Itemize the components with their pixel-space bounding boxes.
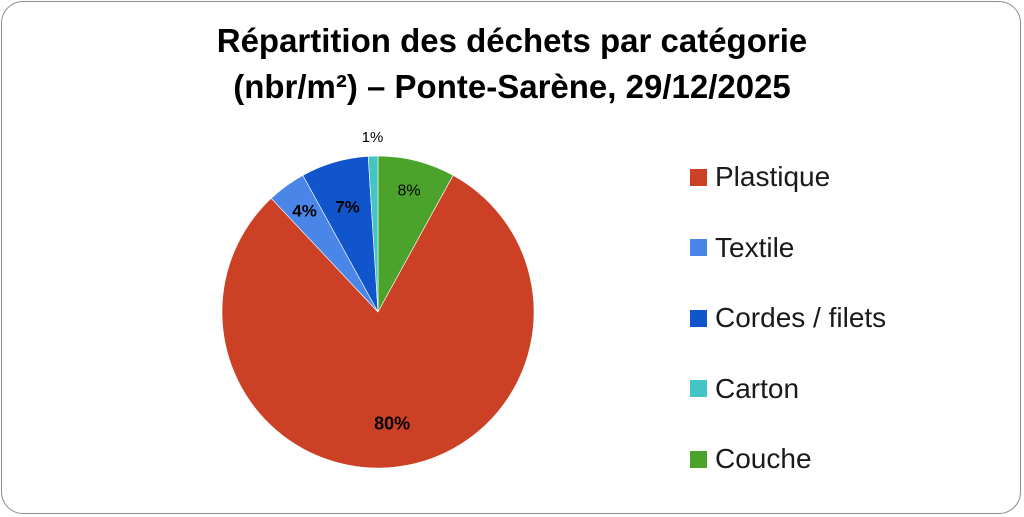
data-label-carton: 1% (362, 129, 384, 146)
legend-label-cordes-filets: Cordes / filets (715, 302, 887, 334)
legend-swatch-textile (690, 239, 707, 257)
legend-item-plastique: Plastique (690, 142, 886, 213)
chart-title: Répartition des déchets par catégorie (n… (0, 18, 1024, 110)
legend-swatch-cordes-filets (690, 309, 707, 327)
legend-item-carton: Carton (690, 354, 886, 425)
legend-swatch-plastique (690, 168, 707, 186)
slice-carton (367, 155, 379, 313)
legend-label-carton: Carton (715, 372, 800, 404)
data-label-plastique: 80% (374, 413, 410, 433)
chart-title-line-2: (nbr/m²) – Ponte-Sarène, 29/12/2025 (233, 68, 791, 105)
legend-label-plastique: Plastique (715, 161, 831, 193)
legend: Plastique Textile Cordes / filets Carton… (690, 142, 886, 495)
legend-label-couche: Couche (715, 443, 812, 475)
legend-item-textile: Textile (690, 213, 886, 284)
legend-item-couche: Couche (690, 424, 886, 495)
legend-item-cordes-filets: Cordes / filets (690, 283, 886, 354)
data-label-couche: 8% (397, 183, 420, 200)
legend-swatch-carton (690, 380, 707, 398)
data-label-textile: 4% (292, 202, 317, 221)
chart-title-line-1: Répartition des déchets par catégorie (216, 22, 808, 59)
slice-plastique (221, 174, 535, 469)
data-label-cordes-filets: 7% (335, 198, 360, 217)
legend-label-textile: Textile (715, 231, 795, 263)
legend-swatch-couche (690, 450, 707, 468)
